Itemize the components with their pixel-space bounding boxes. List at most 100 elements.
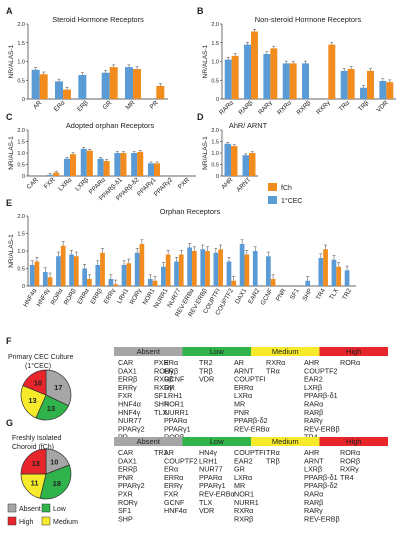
panelF-table-receptor-name: RXRα — [266, 358, 285, 367]
panelF-table-header-label: Low — [210, 347, 224, 356]
panel-b-category-label: RXRγ — [315, 99, 332, 116]
panel-c-bar-fch — [53, 172, 60, 176]
panel-e-bar-cec — [108, 279, 114, 286]
panel-c-bar-cec — [114, 153, 121, 176]
panel-c-category-label: PXR — [177, 176, 191, 190]
legend-swatch-cec — [268, 196, 277, 204]
panel-a-category-label: ERα — [53, 99, 67, 113]
panel-b-title: Non-steroid Hormone Receptors — [255, 15, 362, 24]
panelF-table-receptor-name: ERRβ — [118, 375, 137, 384]
panel-d-ytick-label: 1.0 — [211, 151, 219, 157]
panel-e-bar-cec — [239, 244, 245, 286]
panel-c-bar-cec — [47, 174, 54, 176]
panel-e-bar-cec — [213, 252, 219, 286]
panelG-table-receptor-name: TLX — [199, 498, 212, 507]
panelF-table-receptor-name: DAX1 — [118, 366, 137, 375]
panel-e-ytick-label: 0 — [22, 284, 25, 290]
panelG-table-receptor-name: GCNF — [164, 498, 185, 507]
panelG-table-receptor-name: RXRβ — [234, 514, 253, 523]
panel-c-bar-fch — [70, 154, 77, 176]
panelG-table-receptor-name: LXRα — [234, 473, 252, 482]
panel-e-bar-fch — [336, 266, 342, 286]
panelF-table-receptor-name: REV-ERBβ — [304, 424, 340, 433]
panelF-table-receptor-name: TLX — [154, 408, 167, 417]
panelF-table-receptor-name: ERRγ — [118, 383, 137, 392]
panelF-table-receptor-name: RARγ — [304, 416, 323, 425]
panel-e-bar-fch — [218, 249, 223, 286]
panelF-pie-slice-absent — [45, 369, 72, 407]
panelF-table-receptor-name: SF1 — [154, 391, 167, 400]
panelF-table-receptor-name: NUR77 — [118, 416, 142, 425]
panel-b-bar-fch — [367, 70, 374, 99]
panelG-table-receptor-name: LXRβ — [304, 465, 322, 474]
pie-legend-swatch-medium — [41, 516, 51, 526]
panel-b-bar-fch — [251, 31, 258, 99]
pie-legend-label-absent: Absent — [19, 506, 41, 513]
panelG-table-receptor-name: GR — [234, 465, 245, 474]
panel-b-bar-fch — [347, 69, 355, 99]
panel-a-ytick-label: 1.5 — [17, 41, 25, 47]
panel-e-bar-fch — [152, 280, 158, 286]
panel-e-bar-cec — [95, 265, 101, 286]
panel-c-ylabel: NR/ALAS-1 — [8, 136, 15, 170]
panel-b-category-label: VDR — [375, 99, 390, 114]
panel-label-e: E — [6, 198, 12, 208]
panelF-table-receptor-name: LXRα — [234, 391, 252, 400]
panelG-table-receptor-name: RORα — [340, 448, 360, 457]
panel-e-ytick-label: 1.0 — [17, 249, 25, 255]
panelF-table-receptor-name: VDR — [199, 375, 214, 384]
panel-e-bar-cec — [29, 265, 35, 286]
panel-e-bar-cec — [331, 259, 337, 286]
panelF-table-receptor-name: SHP — [154, 400, 169, 409]
panelF-table-receptor-name: EAR2 — [304, 375, 323, 384]
panelG-table-receptor-name: PPARγ2 — [118, 481, 145, 490]
panel-b-ylabel: NR/ALAS-1 — [202, 44, 209, 78]
panelF-table-receptor-name: PPARβ-δ2 — [234, 416, 268, 425]
panel-c-bar-fch — [120, 153, 127, 176]
panelG-table-receptor-name: RORγ — [118, 498, 138, 507]
panelG-table-receptor-name: RARβ — [304, 498, 323, 507]
panelG-title: Freshly Isolated — [12, 435, 62, 442]
panel-e-bar-fch — [323, 249, 328, 286]
panel-e-ytick-label: 2.0 — [17, 214, 25, 220]
panelG-table-receptor-name: PPARβ-δ1 — [304, 473, 338, 482]
panel-e-bar-cec — [187, 247, 192, 286]
panelF-table-receptor-name: TRα — [266, 366, 280, 375]
panel-a-category-label: ERβ — [76, 99, 90, 113]
panel-c-bar-cec — [147, 163, 154, 176]
panelF-pie-slice-value: 17 — [54, 383, 62, 392]
panelF-table-receptor-name: RORα — [340, 358, 360, 367]
panelG-table-receptor-name: RARα — [304, 490, 323, 499]
panelF-table-receptor-name: RXRγ — [154, 383, 173, 392]
panel-d-ytick-label: 2.0 — [211, 128, 219, 134]
panelF-table-receptor-name: MR — [234, 400, 245, 409]
panelF-table-receptor-name: HNF4γ — [118, 408, 141, 417]
panel-b-ytick-label: 0 — [216, 97, 219, 103]
legend-swatch-fch — [268, 183, 277, 191]
legend-label-cec: 1°CEC — [281, 197, 302, 205]
panel-a-bar-cec — [55, 81, 63, 99]
panelG-table-header-label: Absent — [137, 437, 161, 446]
panelG-table-receptor-name: NOR1 — [234, 490, 254, 499]
panel-a-title: Steroid Hormone Receptors — [52, 15, 144, 24]
panel-e-bar-fch — [34, 261, 40, 286]
panelF-table-receptor-name: ERα — [164, 358, 178, 367]
panelF-table-receptor-name: FXR — [118, 391, 132, 400]
panel-a-ytick-label: 2.0 — [17, 22, 25, 28]
panel-e-bar-cec — [82, 268, 88, 286]
panelG-table-header-high — [319, 437, 388, 446]
panel-c-ytick-label: 0.5 — [17, 163, 25, 169]
panelF-pie-slice-high — [22, 369, 47, 396]
panel-d-ylabel: NR/ALAS-1 — [202, 136, 209, 170]
pie-legend-label-high: High — [19, 519, 34, 526]
panel-b-category-label: RARα — [218, 99, 235, 116]
panel-b-bar-fch — [270, 48, 278, 99]
panel-c-bar-fch — [137, 151, 144, 176]
panel-b-category-label: RXRβ — [295, 99, 312, 116]
panel-e-category-label: HNF4γ — [36, 287, 52, 308]
pie-legend-label-medium: Medium — [53, 519, 78, 526]
panelF-table-receptor-name: PNR — [234, 408, 249, 417]
panel-label-b: B — [197, 6, 204, 16]
panel-a-bar-cec — [125, 67, 133, 99]
panel-b-category-label: RARβ — [237, 99, 254, 116]
